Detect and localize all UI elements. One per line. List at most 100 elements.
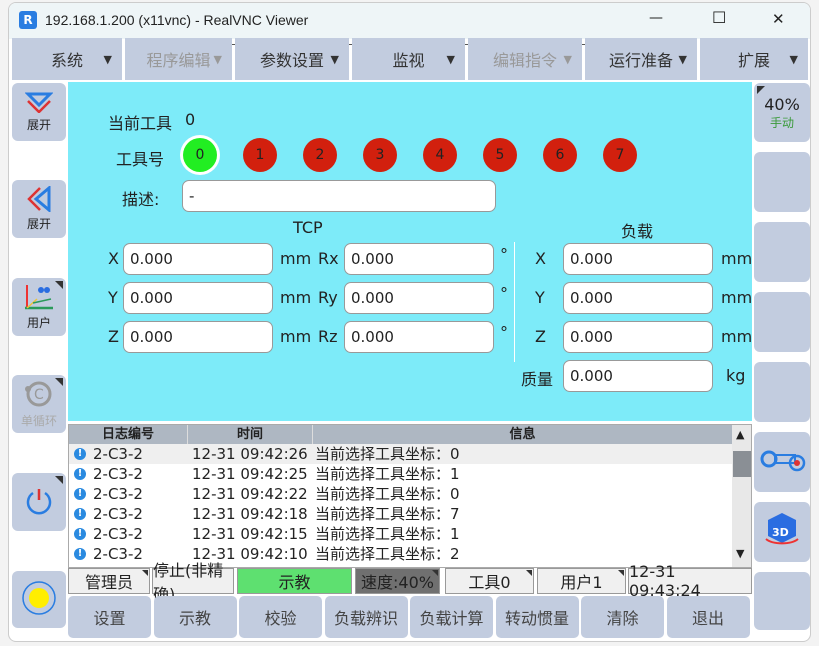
tcp-z-label: Z xyxy=(108,327,119,346)
bottom-button-3[interactable]: 负载辨识 xyxy=(324,596,408,638)
log-row[interactable]: ! 2-C3-2 12-31 09:42:18 当前选择工具坐标：7 xyxy=(69,504,733,524)
log-row[interactable]: ! 2-C3-2 12-31 09:42:10 当前选择工具坐标：2 xyxy=(69,544,733,564)
bottom-button-1[interactable]: 示教 xyxy=(153,596,237,638)
bottom-button-6[interactable]: 清除 xyxy=(581,596,664,638)
col-header-time[interactable]: 时间 xyxy=(188,425,313,444)
menu-1[interactable]: 程序编辑 ▼ xyxy=(125,38,232,80)
menu-6[interactable]: 扩展 ▼ xyxy=(700,38,808,80)
left-button-0[interactable]: 展开 xyxy=(12,83,66,141)
status-user[interactable]: 管理员 xyxy=(68,568,150,594)
tool-select-2[interactable]: 2 xyxy=(303,138,337,172)
log-row[interactable]: ! 2-C3-2 12-31 09:42:15 当前选择工具坐标：1 xyxy=(69,524,733,544)
tcp-rx-input[interactable]: 0.000 xyxy=(344,243,494,275)
chevron-down-icon: ▼ xyxy=(563,52,572,66)
right-button-7[interactable] xyxy=(754,572,810,630)
close-button[interactable]: ✕ xyxy=(772,10,785,28)
right-button-1[interactable] xyxy=(754,152,810,212)
right-button-0[interactable]: 40% 手动 xyxy=(754,83,810,142)
log-id: 2-C3-2 xyxy=(93,465,143,483)
load-label-0: X xyxy=(535,249,546,268)
scroll-down-button[interactable]: ▼ xyxy=(736,547,745,560)
menu-label: 参数设置 xyxy=(259,51,324,70)
left-button-1[interactable]: 展开 xyxy=(12,180,66,238)
status-tool[interactable]: 工具0 xyxy=(445,568,534,594)
tcp-unit: mm xyxy=(280,288,312,307)
chevron-left-icon xyxy=(26,184,52,215)
log-row[interactable]: ! 2-C3-2 12-31 09:42:26 当前选择工具坐标：0 xyxy=(69,444,733,464)
right-button-4[interactable] xyxy=(754,362,810,422)
tool-select-0[interactable]: 0 xyxy=(183,138,217,172)
menu-label: 扩展 xyxy=(737,51,770,70)
left-button-3[interactable]: C 单循环 xyxy=(12,375,66,433)
load-label-2: Z xyxy=(535,327,546,346)
bottom-button-0[interactable]: 设置 xyxy=(68,596,151,638)
menu-3[interactable]: 监视 ▼ xyxy=(352,38,465,80)
status-frame-text: 用户1 xyxy=(560,573,603,592)
tool-select-7[interactable]: 7 xyxy=(603,138,637,172)
bottom-button-5[interactable]: 转动惯量 xyxy=(495,596,579,638)
left-button-2[interactable]: 用户 xyxy=(12,278,66,336)
status-frame[interactable]: 用户1 xyxy=(537,568,626,594)
left-button-5[interactable] xyxy=(12,571,66,628)
bottom-button-2[interactable]: 校验 xyxy=(239,596,322,638)
log-id: 2-C3-2 xyxy=(93,545,143,563)
log-row[interactable]: ! 2-C3-2 12-31 09:42:22 当前选择工具坐标：0 xyxy=(69,484,733,504)
tool-select-1[interactable]: 1 xyxy=(243,138,277,172)
description-input[interactable]: - xyxy=(182,180,496,212)
tool-select-5[interactable]: 5 xyxy=(483,138,517,172)
menu-4[interactable]: 编辑指令 ▼ xyxy=(468,38,582,80)
bottom-button-4[interactable]: 负载计算 xyxy=(410,596,493,638)
col-header-info[interactable]: 信息 xyxy=(313,425,733,444)
power-icon xyxy=(24,486,54,519)
log-id: 2-C3-2 xyxy=(93,445,143,463)
chevron-down-icon: ▼ xyxy=(213,52,222,66)
right-button-3[interactable] xyxy=(754,292,810,352)
right-button-5[interactable] xyxy=(754,432,810,492)
info-icon: ! xyxy=(74,468,86,480)
col-header-id[interactable]: 日志编号 xyxy=(69,425,188,444)
tool-select-4[interactable]: 4 xyxy=(423,138,457,172)
info-icon: ! xyxy=(74,508,86,520)
scroll-thumb[interactable] xyxy=(733,451,751,477)
menu-0[interactable]: 系统 ▼ xyxy=(12,38,122,80)
load-input-1[interactable]: 0.000 xyxy=(563,282,713,314)
bottom-button-7[interactable]: 退出 xyxy=(666,596,750,638)
status-state[interactable]: 停止(非精确) xyxy=(152,561,234,604)
load-input-2[interactable]: 0.000 xyxy=(563,321,713,353)
status-speed[interactable]: 速度:40% xyxy=(355,568,440,594)
maximize-button[interactable]: ☐ xyxy=(712,8,727,27)
title-bar: R 192.168.1.200 (x11vnc) - RealVNC Viewe… xyxy=(9,3,810,39)
tool-select-3[interactable]: 3 xyxy=(363,138,397,172)
menu-label: 监视 xyxy=(392,51,425,70)
window-title: 192.168.1.200 (x11vnc) - RealVNC Viewer xyxy=(45,12,309,28)
info-icon: ! xyxy=(74,488,86,500)
log-scrollbar[interactable]: ▲ ▼ xyxy=(732,425,751,567)
load-input-3[interactable]: 0.000 xyxy=(563,360,713,392)
log-message: 当前选择工具坐标：7 xyxy=(315,505,460,523)
tcp-rz-input[interactable]: 0.000 xyxy=(344,321,494,353)
tcp-ry-input[interactable]: 0.000 xyxy=(344,282,494,314)
minimize-button[interactable]: — xyxy=(649,10,663,26)
log-time: 12-31 09:42:10 xyxy=(192,545,308,563)
load-unit: mm xyxy=(721,249,753,268)
left-button-4[interactable] xyxy=(12,473,66,531)
tcp-y-input[interactable]: 0.000 xyxy=(123,282,273,314)
mode-label: 手动 xyxy=(769,115,794,130)
tool-select-6[interactable]: 6 xyxy=(543,138,577,172)
status-mode-text: 示教 xyxy=(278,573,311,592)
tcp-x-input[interactable]: 0.000 xyxy=(123,243,273,275)
menu-2[interactable]: 参数设置 ▼ xyxy=(235,38,349,80)
right-button-2[interactable] xyxy=(754,222,810,282)
scroll-up-button[interactable]: ▲ xyxy=(736,428,745,441)
menu-corner-icon xyxy=(55,281,63,289)
menu-5[interactable]: 运行准备 ▼ xyxy=(585,38,697,80)
status-light-icon xyxy=(21,580,57,619)
load-unit: mm xyxy=(721,327,753,346)
status-mode[interactable]: 示教 xyxy=(237,568,352,594)
tcp-z-input[interactable]: 0.000 xyxy=(123,321,273,353)
right-button-6[interactable]: 3D xyxy=(754,502,810,562)
status-clock[interactable]: 12-31 09:43:24 xyxy=(628,562,752,600)
chevron-down-icon: ▼ xyxy=(678,52,687,66)
log-row[interactable]: ! 2-C3-2 12-31 09:42:25 当前选择工具坐标：1 xyxy=(69,464,733,484)
load-input-0[interactable]: 0.000 xyxy=(563,243,713,275)
